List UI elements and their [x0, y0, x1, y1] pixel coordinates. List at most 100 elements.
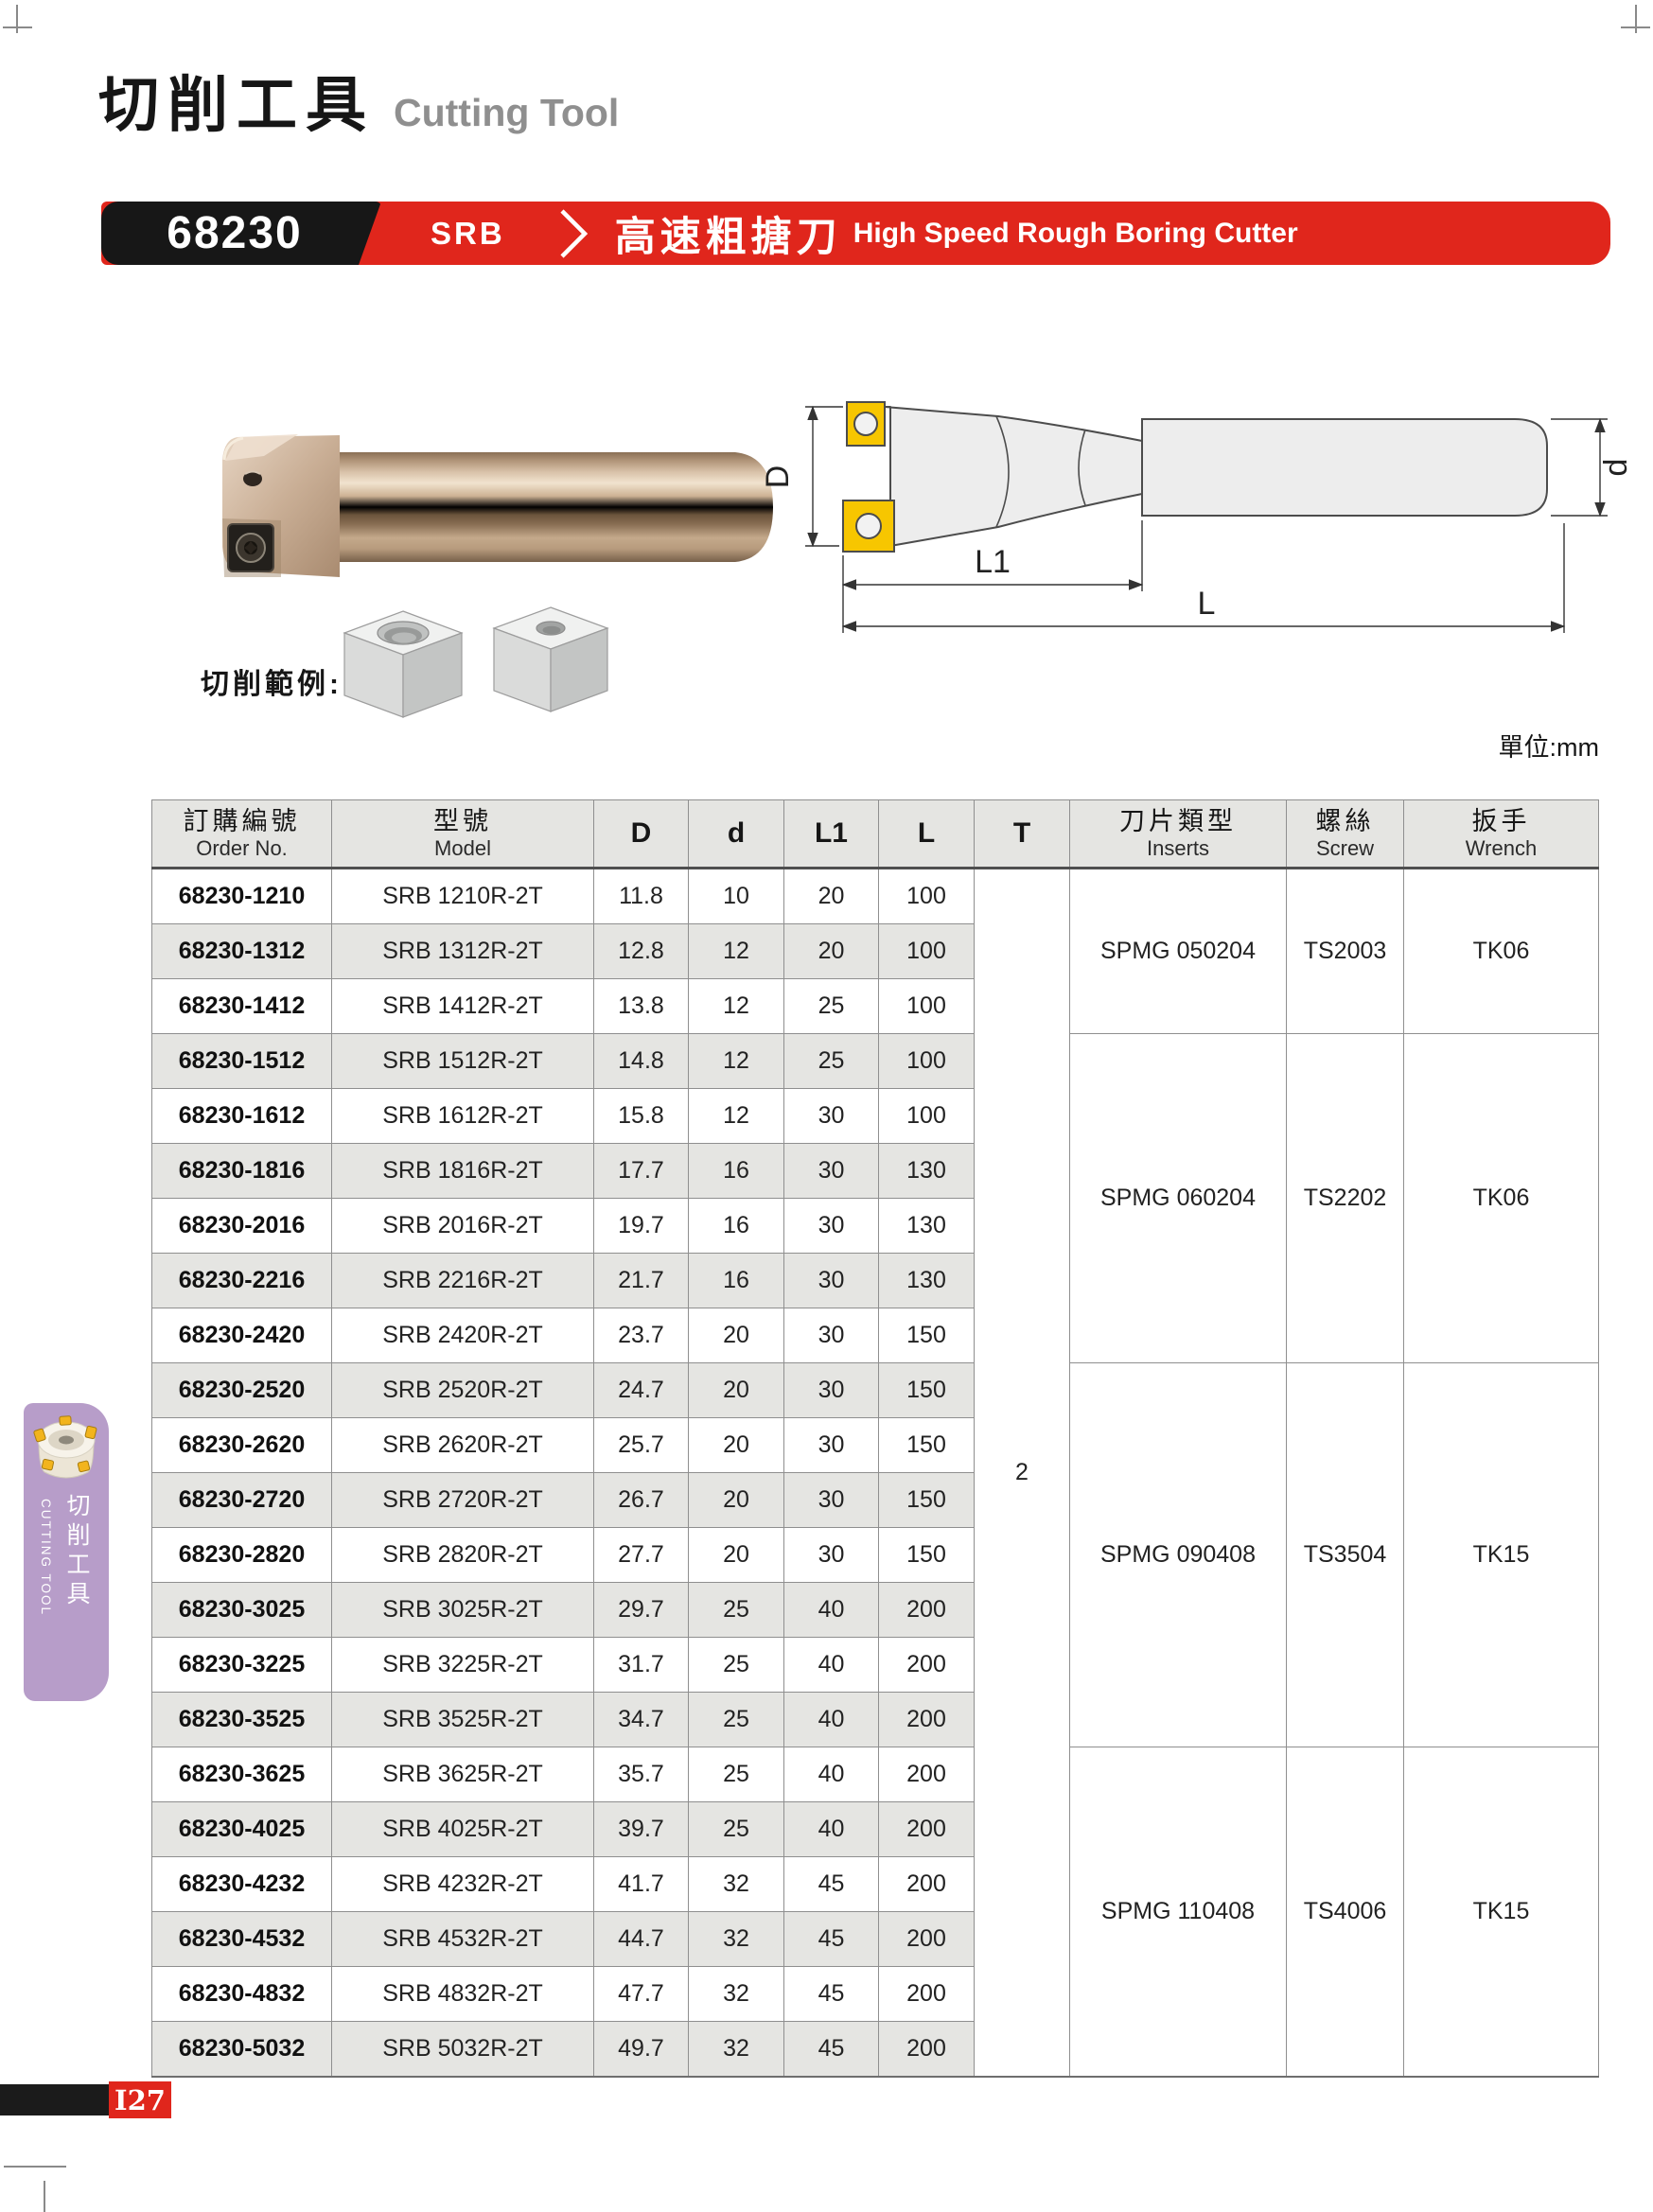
col-header-screw-zh: 螺絲 [1315, 807, 1375, 835]
cell-D: 27.7 [593, 1527, 689, 1583]
sidebar-tab-text: CUTTING TOOL 切削工具 [24, 1493, 109, 1616]
cell-L: 200 [878, 1637, 975, 1693]
cell-order-no: 68230-4832 [151, 1966, 332, 2022]
cell-model: SRB 1612R-2T [331, 1088, 594, 1144]
cell-d: 16 [688, 1198, 784, 1254]
cell-D: 47.7 [593, 1966, 689, 2022]
cell-order-no: 68230-1210 [151, 868, 332, 924]
cell-d: 32 [688, 1911, 784, 1967]
table-row: 68230-2820 SRB 2820R-2T 27.7 20 30 150 [151, 1527, 1599, 1583]
cell-screw-merged: TS2202 [1286, 1033, 1404, 1363]
cell-L1: 45 [783, 1856, 879, 1912]
table-row: 68230-2016 SRB 2016R-2T 19.7 16 30 130 [151, 1198, 1599, 1254]
cell-L: 150 [878, 1527, 975, 1583]
cell-L1: 45 [783, 1911, 879, 1967]
cell-L: 200 [878, 1692, 975, 1747]
sidebar-tab-label-en: CUTTING TOOL [39, 1499, 53, 1617]
cell-d: 25 [688, 1582, 784, 1638]
table-row: 68230-3525 SRB 3525R-2T 34.7 25 40 200 [151, 1692, 1599, 1747]
cell-L: 100 [878, 923, 975, 979]
col-header-d: d [688, 799, 784, 869]
cell-L1: 25 [783, 978, 879, 1034]
cell-d: 20 [688, 1308, 784, 1363]
cell-L1: 30 [783, 1417, 879, 1473]
cell-L1: 40 [783, 1637, 879, 1693]
banner-name-en: High Speed Rough Boring Cutter [853, 217, 1298, 249]
cell-model: SRB 2520R-2T [331, 1362, 594, 1418]
table-row: 68230-2520 SRB 2520R-2T 24.7 20 30 150 SPMG 09… [151, 1362, 1599, 1747]
table-row: 68230-1512 SRB 1512R-2T 14.8 12 25 100 SPMG 06… [151, 1033, 1599, 1363]
col-header-screw: 螺絲 Screw [1286, 799, 1404, 869]
cell-order-no: 68230-2016 [151, 1198, 332, 1254]
table-row: 68230-1612 SRB 1612R-2T 15.8 12 30 100 [151, 1088, 1599, 1144]
cell-L1: 45 [783, 1966, 879, 2022]
cell-L1: 30 [783, 1253, 879, 1308]
cell-L: 130 [878, 1198, 975, 1254]
cell-d: 20 [688, 1472, 784, 1528]
cell-model: SRB 1210R-2T [331, 868, 594, 924]
cell-order-no: 68230-2520 [151, 1362, 332, 1418]
cell-order-no: 68230-4232 [151, 1856, 332, 1912]
cell-L1: 30 [783, 1308, 879, 1363]
cell-model: SRB 1312R-2T [331, 923, 594, 979]
table-row: 68230-2420 SRB 2420R-2T 23.7 20 30 150 [151, 1308, 1599, 1363]
col-header-wrench-en: Wrench [1465, 836, 1538, 860]
cell-L1: 30 [783, 1527, 879, 1583]
banner-name-zh: 高速粗搪刀 [614, 214, 842, 260]
cell-L1: 20 [783, 923, 879, 979]
cell-d: 25 [688, 1637, 784, 1693]
col-header-model-en: Model [434, 836, 491, 860]
table-row: 68230-4832 SRB 4832R-2T 47.7 32 45 200 [151, 1966, 1599, 2022]
product-photo [222, 434, 773, 577]
table-row: 68230-2216 SRB 2216R-2T 21.7 16 30 130 [151, 1253, 1599, 1308]
cell-L1: 20 [783, 868, 879, 924]
cell-L1: 30 [783, 1198, 879, 1254]
crop-mark [3, 26, 32, 28]
cell-order-no: 68230-2420 [151, 1308, 332, 1363]
cell-order-no: 68230-1816 [151, 1143, 332, 1199]
drawing-insert-bottom [842, 500, 895, 553]
page-title-en: Cutting Tool [394, 91, 620, 134]
cell-L1: 40 [783, 1747, 879, 1802]
cell-D: 25.7 [593, 1417, 689, 1473]
cell-order-no: 68230-3525 [151, 1692, 332, 1747]
table-row: 68230-1412 SRB 1412R-2T 13.8 12 25 100 [151, 978, 1599, 1034]
col-header-inserts: 刀片類型 Inserts [1069, 799, 1287, 869]
page-title-zh: 切削工具 [98, 71, 375, 139]
cell-D: 21.7 [593, 1253, 689, 1308]
col-header-model: 型號 Model [331, 799, 594, 869]
table-row: 68230-2620 SRB 2620R-2T 25.7 20 30 150 [151, 1417, 1599, 1473]
cell-L: 150 [878, 1417, 975, 1473]
cell-L: 200 [878, 2021, 975, 2078]
cell-screw-merged: TS3504 [1286, 1362, 1404, 1747]
cell-D: 15.8 [593, 1088, 689, 1144]
cell-model: SRB 3525R-2T [331, 1692, 594, 1747]
cell-D: 23.7 [593, 1308, 689, 1363]
cell-d: 20 [688, 1362, 784, 1418]
cell-L: 150 [878, 1308, 975, 1363]
cell-order-no: 68230-3625 [151, 1747, 332, 1802]
cell-d: 16 [688, 1143, 784, 1199]
cutting-example-label: 切削範例: [201, 669, 343, 700]
cell-D: 26.7 [593, 1472, 689, 1528]
cell-d: 20 [688, 1527, 784, 1583]
col-header-order-no: 訂購編號 Order No. [151, 799, 332, 869]
cell-L: 200 [878, 1801, 975, 1857]
crop-mark [1621, 26, 1650, 28]
cell-L: 130 [878, 1253, 975, 1308]
col-header-wrench-zh: 扳手 [1471, 807, 1531, 835]
drawing-shank [1141, 418, 1548, 517]
cell-L: 150 [878, 1472, 975, 1528]
cell-D: 41.7 [593, 1856, 689, 1912]
cell-L1: 40 [783, 1582, 879, 1638]
cell-d: 12 [688, 1088, 784, 1144]
cell-model: SRB 2620R-2T [331, 1417, 594, 1473]
table-row: 68230-2720 SRB 2720R-2T 26.7 20 30 150 [151, 1472, 1599, 1528]
cell-d: 12 [688, 1033, 784, 1089]
cell-L: 100 [878, 1033, 975, 1089]
crop-mark [44, 2181, 45, 2212]
cell-d: 10 [688, 868, 784, 924]
cell-d: 32 [688, 1966, 784, 2022]
cell-model: SRB 4232R-2T [331, 1856, 594, 1912]
cell-L: 100 [878, 1088, 975, 1144]
